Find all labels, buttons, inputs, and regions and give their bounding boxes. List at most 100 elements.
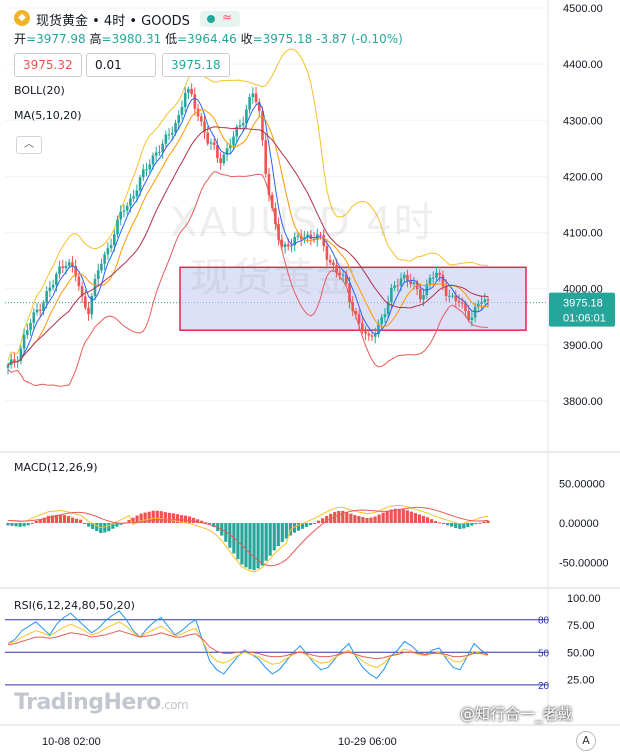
candle-body	[219, 158, 222, 164]
candle-body	[129, 198, 132, 206]
candle-body	[209, 142, 213, 144]
candle-body	[58, 266, 61, 275]
candle-body	[142, 169, 145, 178]
candle-body	[203, 121, 206, 133]
ohlc-readout: 开=3977.98 高=3980.31 低=3964.46 收=3975.18 …	[14, 30, 403, 47]
candle-body	[109, 245, 113, 249]
macd-histogram-bar	[337, 510, 341, 523]
macd-histogram-bar	[280, 523, 284, 542]
quantity-input[interactable]: 0.01	[86, 53, 156, 77]
rsi-legend[interactable]: RSI(6,12,24,80,50,20)	[14, 599, 135, 612]
candle-body	[225, 148, 229, 155]
macd-histogram-bar	[83, 522, 87, 524]
macd-histogram-bar	[139, 513, 143, 523]
candle-body	[303, 237, 306, 240]
macd-histogram-bar	[413, 512, 417, 523]
price-tick-label: 4400.00	[563, 59, 603, 71]
macd-histogram-bar	[10, 523, 14, 526]
macd-histogram-bar	[87, 523, 91, 527]
macd-histogram-bar	[462, 523, 466, 529]
rsi-tick-label: 75.00	[567, 620, 595, 632]
macd-histogram-bar	[349, 513, 353, 523]
symbol-title[interactable]: 现货黄金 • 4时 • GOODS	[36, 14, 190, 29]
candle-body	[415, 282, 419, 290]
candle-body	[183, 92, 187, 108]
rsi-tick-label: 25.00	[567, 674, 595, 686]
macd-histogram-bar	[79, 519, 83, 523]
macd-histogram-bar	[284, 523, 288, 539]
macd-histogram-bar	[212, 523, 216, 528]
candle-body	[77, 276, 81, 287]
macd-histogram-bar	[163, 512, 167, 523]
macd-histogram-bar	[272, 523, 276, 551]
candle-body	[64, 265, 68, 269]
candle-body	[164, 134, 168, 144]
candle-body	[283, 244, 287, 248]
collapse-legend-button[interactable]: ︿	[16, 136, 42, 154]
price-tick-label: 4100.00	[563, 228, 603, 240]
candle-body	[390, 287, 393, 302]
macd-histogram-bar	[99, 523, 103, 534]
macd-histogram-bar	[175, 514, 180, 523]
candle-body	[212, 142, 216, 146]
macd-histogram-bar	[70, 517, 75, 523]
ohlc-high-label: 高	[89, 32, 102, 46]
macd-histogram-bar	[446, 523, 450, 526]
macd-histogram-bar	[357, 516, 361, 523]
candle-body	[438, 272, 441, 276]
rsi-reference-lines: 80 50 20	[5, 616, 550, 692]
author-credit: @知行合一_老戴	[460, 705, 573, 723]
ma-legend[interactable]: MA(5,10,20)	[14, 109, 82, 122]
tradingview-logo-icon[interactable]: A	[576, 731, 596, 751]
macd-histogram-bar	[18, 523, 22, 527]
candle-body	[393, 285, 396, 288]
macd-histogram-bar	[486, 520, 490, 523]
macd-histogram-bar	[224, 523, 228, 542]
candle-body	[293, 237, 297, 246]
macd-legend[interactable]: MACD(12,26,9)	[14, 461, 98, 474]
macd-histogram-bar	[183, 515, 188, 523]
candle-body	[199, 116, 203, 122]
candle-body	[290, 245, 293, 247]
macd-histogram-bar	[34, 520, 38, 523]
candle-body	[232, 136, 235, 146]
candle-body	[241, 123, 245, 126]
buy-price-button[interactable]: 3975.18	[162, 53, 230, 77]
macd-histogram-bar	[200, 520, 204, 523]
macd-histogram-bar	[115, 523, 119, 527]
macd-histogram-bar	[143, 512, 147, 523]
candle-body	[319, 234, 322, 236]
boll-upper-band	[7, 48, 489, 361]
macd-histogram-bar	[373, 516, 377, 523]
candle-body	[257, 102, 261, 111]
macd-histogram-bar	[159, 511, 163, 523]
market-status-pill[interactable]: ≈	[200, 10, 240, 27]
rsi-tick-label: 50.00	[567, 647, 595, 659]
countdown-label: 01:06:01	[563, 313, 606, 325]
boll-legend[interactable]: BOLL(20)	[14, 84, 65, 97]
candle-body	[377, 324, 380, 335]
candle-body	[483, 299, 487, 303]
market-open-dot-icon	[207, 15, 215, 23]
price-tick-label: 3800.00	[563, 396, 603, 408]
sell-price-button[interactable]: 3975.32	[14, 53, 82, 77]
candle-body	[431, 277, 435, 279]
macd-line	[7, 505, 489, 573]
ohlc-low-label: 低	[165, 32, 178, 46]
macd-histogram-bar	[107, 523, 111, 532]
ohlc-close-label: 收	[240, 32, 253, 46]
candle-body	[274, 207, 277, 225]
candle-body	[154, 152, 158, 156]
candle-body	[264, 140, 268, 174]
candle-body	[42, 302, 45, 312]
macd-histogram-bar	[204, 522, 208, 524]
macd-histogram-bar	[401, 509, 405, 523]
candle-body	[61, 266, 65, 269]
candle-body	[248, 97, 251, 110]
macd-histogram-bar	[316, 520, 321, 523]
macd-histogram-bar	[381, 512, 385, 523]
last-price-label: 3975.18	[563, 298, 603, 310]
candle-body	[216, 145, 219, 159]
price-tick-label: 4300.00	[563, 115, 603, 127]
